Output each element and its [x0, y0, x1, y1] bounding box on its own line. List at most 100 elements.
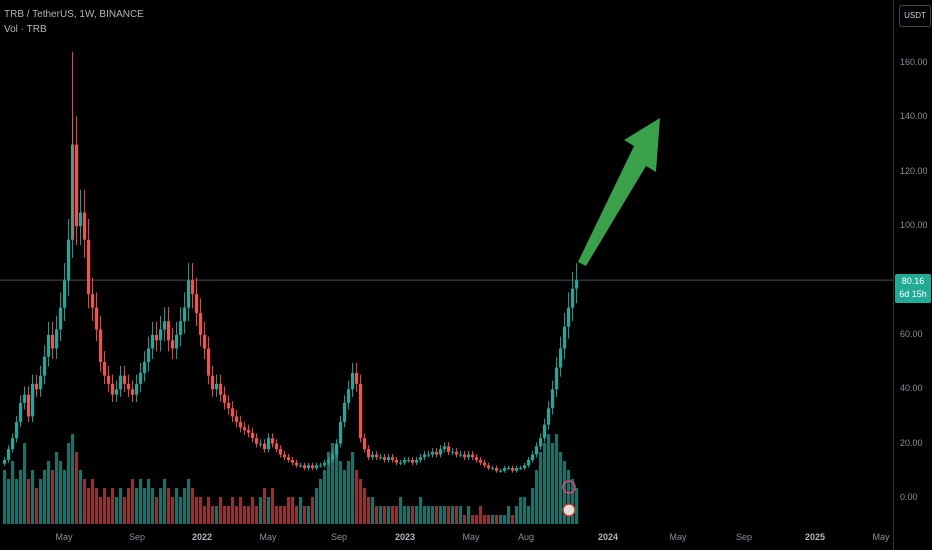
volume-bar: [63, 470, 67, 524]
news-event-icon: [562, 503, 576, 517]
volume-bar: [235, 506, 239, 524]
volume-bar: [415, 506, 419, 524]
volume-bar: [467, 506, 471, 524]
candle-body: [443, 446, 447, 450]
candle-body: [183, 307, 187, 322]
arrow-annotation-icon: [578, 118, 660, 266]
volume-bar: [71, 434, 75, 524]
candle-body: [483, 462, 487, 466]
volume-bar: [187, 479, 191, 524]
volume-bar: [483, 515, 487, 524]
volume-bar: [547, 434, 551, 524]
candle-body: [567, 307, 571, 327]
last-price-value: 80.16: [901, 276, 925, 286]
volume-bar: [383, 506, 387, 524]
candle-body: [539, 438, 543, 447]
candle-body: [435, 451, 439, 455]
candle-body: [15, 421, 19, 439]
volume-bar: [455, 506, 459, 524]
candle-body: [439, 449, 443, 455]
volume-bar: [443, 506, 447, 524]
candle-body: [147, 348, 151, 363]
volume-bar: [439, 506, 443, 524]
candle-body: [303, 465, 307, 469]
candle-body: [555, 367, 559, 390]
candle-body: [131, 389, 135, 395]
volume-bar: [375, 506, 379, 524]
volume-bar: [199, 497, 203, 524]
volume-bar: [103, 488, 107, 524]
price-tick-label: 100.00: [900, 220, 928, 231]
countdown-value: 6d 15h: [899, 289, 927, 299]
volume-bar: [47, 461, 51, 524]
candle-body: [507, 468, 511, 470]
candle-body: [423, 454, 427, 458]
volume-bar: [435, 506, 439, 524]
price-tick-label: 0.00: [900, 492, 918, 502]
volume-bar: [463, 515, 467, 524]
volume-bar: [539, 452, 543, 524]
candle-body: [291, 459, 295, 463]
candle-body: [451, 451, 455, 453]
candle-body: [179, 321, 183, 335]
chart-area[interactable]: TRB / TetherUS, 1W, BINANCE Vol · TRB Ma…: [0, 0, 893, 550]
time-tick-label: 2025: [804, 532, 826, 542]
candle-body: [7, 449, 11, 460]
volume-bar: [363, 488, 367, 524]
candle-body: [163, 321, 167, 330]
candle-body: [551, 389, 555, 409]
time-tick-label: May: [259, 532, 277, 542]
candle-body: [247, 430, 251, 433]
candle-body: [135, 383, 139, 395]
candle-body: [51, 334, 55, 349]
candle-body: [535, 446, 539, 455]
candle-body: [527, 459, 531, 466]
price-tick-label: 20.00: [900, 437, 923, 448]
volume-bar: [111, 488, 115, 524]
candle-body: [311, 465, 315, 469]
candle-body: [159, 329, 163, 341]
volume-bar: [291, 497, 295, 524]
volume-bar: [543, 443, 547, 524]
candle-body: [571, 288, 575, 308]
volume-bar: [143, 488, 147, 524]
candle-body: [491, 468, 495, 470]
volume-legend[interactable]: Vol · TRB: [4, 24, 47, 35]
symbol-legend[interactable]: TRB / TetherUS, 1W, BINANCE: [4, 9, 144, 20]
candle-body: [27, 394, 31, 417]
candle-body: [323, 462, 327, 466]
candle-body: [355, 372, 359, 384]
volume-bar: [403, 506, 407, 524]
candle-body: [43, 356, 47, 376]
volume-bar: [179, 497, 183, 524]
candle-body: [475, 457, 479, 460]
candle-body: [403, 459, 407, 463]
volume-bar: [479, 506, 483, 524]
candle-body: [143, 362, 147, 373]
candle-body: [151, 334, 155, 349]
candlestick-chart[interactable]: [0, 0, 893, 550]
time-tick-label: Sep: [330, 532, 348, 542]
candle-body: [39, 375, 43, 390]
volume-bar: [339, 461, 343, 524]
candle-body: [391, 457, 395, 460]
candle-body: [227, 402, 231, 409]
candle-body: [103, 362, 107, 376]
volume-bar: [427, 506, 431, 524]
volume-bar: [347, 461, 351, 524]
volume-bar: [471, 515, 475, 524]
volume-bar: [507, 506, 511, 524]
candle-body: [503, 468, 507, 471]
candle-body: [331, 454, 335, 460]
candle-body: [339, 421, 343, 444]
volume-bar: [571, 479, 575, 524]
volume-bar: [515, 506, 519, 524]
currency-button[interactable]: USDT: [899, 5, 931, 27]
candle-body: [419, 457, 423, 460]
volume-bar: [263, 488, 267, 524]
volume-bar: [195, 497, 199, 524]
candle-body: [55, 329, 59, 349]
volume-bar: [327, 452, 331, 524]
volume-bar: [175, 488, 179, 524]
volume-bar: [527, 506, 531, 524]
